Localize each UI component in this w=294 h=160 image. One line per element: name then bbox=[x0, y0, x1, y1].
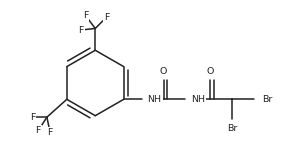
Text: F: F bbox=[104, 13, 109, 22]
Text: Br: Br bbox=[227, 124, 237, 133]
Text: F: F bbox=[36, 126, 41, 135]
Text: F: F bbox=[30, 113, 35, 122]
Text: NH: NH bbox=[191, 95, 206, 104]
Text: NH: NH bbox=[148, 95, 162, 104]
Text: O: O bbox=[160, 67, 167, 76]
Text: F: F bbox=[78, 26, 83, 35]
Text: F: F bbox=[83, 11, 88, 20]
Text: O: O bbox=[207, 67, 214, 76]
Text: F: F bbox=[47, 128, 53, 137]
Text: Br: Br bbox=[262, 95, 273, 104]
